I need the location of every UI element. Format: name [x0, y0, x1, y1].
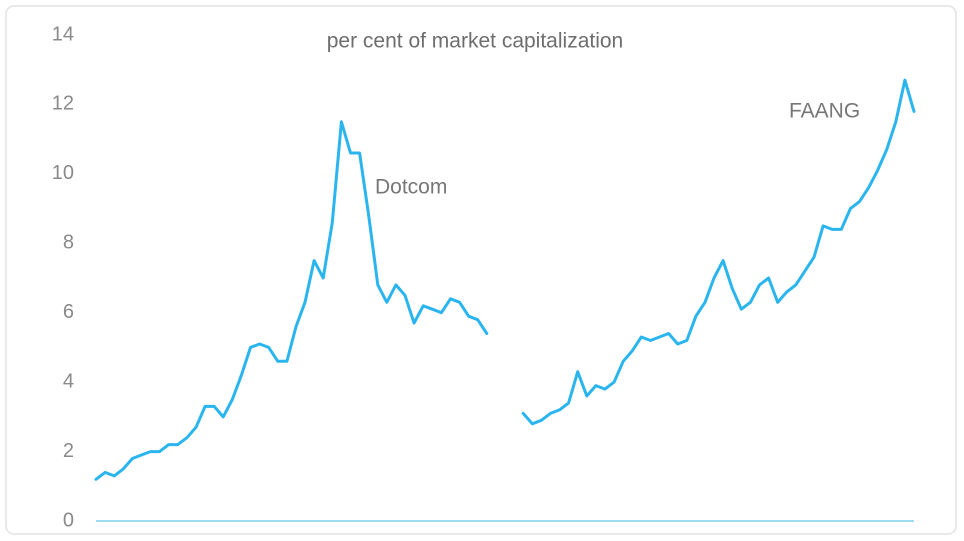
- series-label: Dotcom: [375, 176, 447, 199]
- y-tick-label: 4: [63, 370, 74, 392]
- series-label: FAANG: [789, 100, 860, 123]
- y-tick-label: 6: [63, 301, 74, 323]
- card: [5, 5, 957, 535]
- series-line: [94, 120, 489, 481]
- y-tick-label: 2: [63, 440, 74, 462]
- chart-subtitle: per cent of market capitalization: [327, 30, 623, 53]
- y-tick-label: 14: [52, 23, 74, 45]
- y-tick-label: 10: [52, 162, 74, 184]
- series-line: [521, 78, 916, 426]
- y-tick-label: 8: [63, 232, 74, 254]
- y-tick-label: 12: [52, 93, 74, 115]
- y-tick-label: 0: [63, 509, 74, 531]
